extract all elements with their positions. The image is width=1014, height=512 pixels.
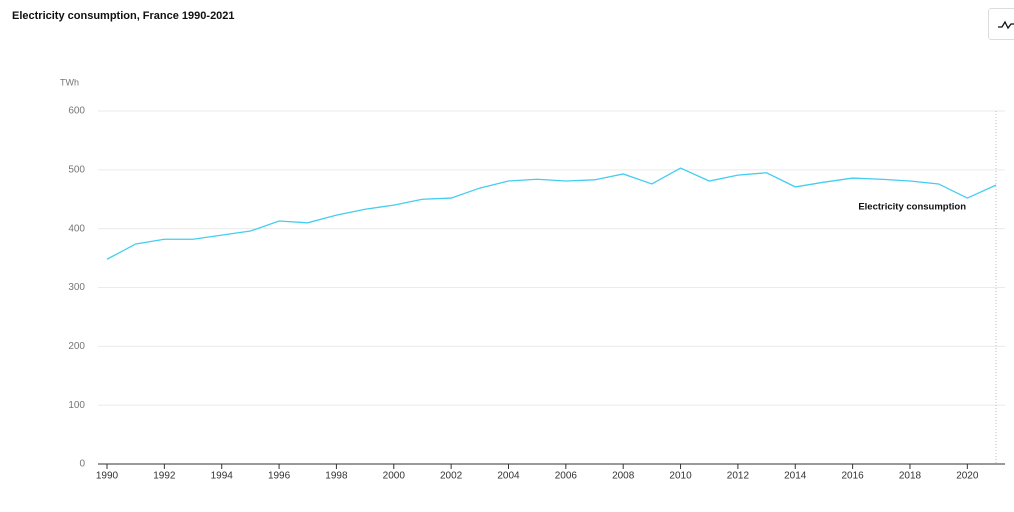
x-tick-label: 2012 — [727, 471, 750, 482]
x-tick-label: 2004 — [497, 471, 520, 482]
x-tick-label: 2016 — [841, 471, 864, 482]
x-tick-label: 1998 — [325, 471, 348, 482]
data-line — [106, 167, 997, 260]
x-tick-label: 1990 — [96, 471, 119, 482]
y-tick-label: 400 — [68, 223, 85, 234]
y-tick-label: 600 — [68, 106, 85, 117]
x-tick-label: 2008 — [612, 471, 635, 482]
x-tick-label: 1992 — [153, 471, 176, 482]
x-tick-label: 2018 — [899, 471, 922, 482]
series-label: Electricity consumption — [858, 202, 966, 213]
x-tick-label: 2002 — [440, 471, 463, 482]
x-tick-label: 1996 — [268, 471, 291, 482]
x-tick-label: 2000 — [383, 471, 406, 482]
chart-title: Electricity consumption, France 1990-202… — [12, 10, 235, 22]
x-tick-label: 2006 — [555, 471, 578, 482]
y-tick-label: 500 — [68, 164, 85, 175]
y-tick-label: 100 — [68, 400, 85, 411]
y-tick-label: 300 — [68, 282, 85, 293]
x-tick-label: 2020 — [956, 471, 979, 482]
x-tick-label: 2014 — [784, 471, 807, 482]
y-tick-label: 200 — [68, 341, 85, 352]
chart-type-button[interactable] — [988, 8, 1014, 40]
y-axis-label: TWh — [60, 77, 79, 87]
x-tick-label: 2010 — [669, 471, 692, 482]
x-tick-label: 1994 — [211, 471, 234, 482]
line-icon — [998, 20, 1014, 30]
y-tick-label: 0 — [79, 459, 85, 470]
